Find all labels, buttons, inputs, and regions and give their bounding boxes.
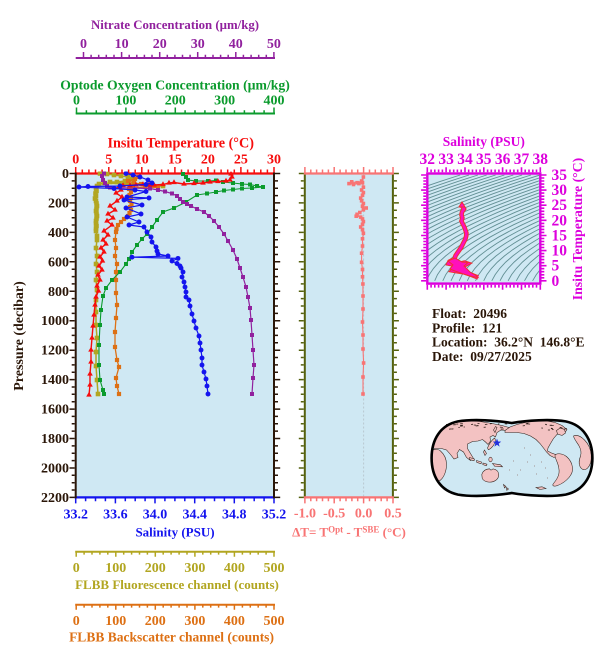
svg-text:Profile: 121: Profile: 121 (432, 320, 502, 335)
svg-text:15: 15 (552, 228, 568, 245)
svg-text:5: 5 (552, 258, 560, 275)
svg-text:34: 34 (457, 151, 473, 168)
svg-text:Pressure (decibar): Pressure (decibar) (12, 281, 27, 391)
svg-text:0: 0 (552, 273, 560, 290)
svg-text:33.2: 33.2 (63, 508, 88, 523)
svg-text:15: 15 (168, 153, 182, 168)
svg-text:36: 36 (495, 151, 511, 168)
svg-text:0: 0 (80, 37, 87, 52)
svg-text:0: 0 (73, 614, 80, 629)
svg-text:Insitu Temperature (°C): Insitu Temperature (°C) (107, 136, 254, 152)
svg-text:0: 0 (73, 94, 80, 109)
svg-text:34.8: 34.8 (222, 508, 247, 523)
svg-text:10: 10 (115, 37, 129, 52)
svg-text:-1.0: -1.0 (294, 507, 316, 522)
svg-text:200: 200 (165, 94, 186, 109)
svg-text:200: 200 (145, 561, 166, 576)
svg-text:400: 400 (224, 561, 245, 576)
svg-text:500: 500 (264, 561, 285, 576)
svg-text:400: 400 (48, 226, 69, 241)
svg-text:25: 25 (552, 197, 568, 214)
svg-text:1600: 1600 (41, 403, 69, 418)
svg-text:200: 200 (48, 196, 69, 211)
svg-text:20: 20 (201, 153, 215, 168)
svg-text:0.5: 0.5 (384, 507, 402, 522)
svg-text:100: 100 (105, 561, 126, 576)
svg-text:1200: 1200 (41, 344, 69, 359)
svg-text:Insitu Temperature (°C): Insitu Temperature (°C) (570, 158, 586, 300)
svg-text:34.0: 34.0 (143, 508, 168, 523)
svg-text:0: 0 (62, 167, 69, 182)
svg-text:33.6: 33.6 (103, 508, 128, 523)
svg-text:500: 500 (264, 614, 285, 629)
svg-text:30: 30 (267, 153, 281, 168)
svg-text:10: 10 (552, 243, 568, 260)
svg-text:-0.5: -0.5 (323, 507, 345, 522)
svg-text:35: 35 (476, 151, 492, 168)
svg-text:35: 35 (552, 167, 568, 184)
svg-text:30: 30 (191, 37, 205, 52)
svg-text:0: 0 (73, 561, 80, 576)
svg-text:Location: 36.2°N 146.8°E: Location: 36.2°N 146.8°E (432, 335, 585, 350)
svg-text:100: 100 (105, 614, 126, 629)
svg-text:Date: 09/27/2025: Date: 09/27/2025 (432, 349, 532, 364)
svg-text:34.4: 34.4 (182, 508, 207, 523)
svg-text:37: 37 (514, 151, 530, 168)
svg-text:2000: 2000 (41, 462, 69, 477)
svg-text:32: 32 (420, 151, 436, 168)
svg-text:0.0: 0.0 (355, 507, 373, 522)
svg-text:Optode Oxygen Concentration (µ: Optode Oxygen Concentration (µm/kg) (60, 78, 290, 94)
svg-text:Salinity (PSU): Salinity (PSU) (135, 525, 214, 540)
svg-text:100: 100 (115, 94, 136, 109)
svg-text:Nitrate Concentration (µm/kg): Nitrate Concentration (µm/kg) (91, 18, 259, 32)
svg-text:200: 200 (145, 614, 166, 629)
svg-text:Float: 20496: Float: 20496 (432, 306, 507, 321)
svg-text:FLBB Backscatter channel (coun: FLBB Backscatter channel (counts) (69, 630, 274, 645)
svg-text:FLBB Fluorescence channel (cou: FLBB Fluorescence channel (counts) (75, 577, 279, 592)
svg-text:2200: 2200 (41, 491, 69, 506)
svg-text:400: 400 (264, 94, 285, 109)
svg-text:10: 10 (135, 153, 149, 168)
svg-text:ΔT= TOpt - TSBE (°C): ΔT= TOpt - TSBE (°C) (292, 525, 406, 540)
svg-text:38: 38 (533, 151, 549, 168)
svg-text:50: 50 (267, 37, 281, 52)
svg-text:300: 300 (214, 94, 235, 109)
svg-text:40: 40 (229, 37, 243, 52)
svg-text:1400: 1400 (41, 373, 69, 388)
svg-text:300: 300 (184, 614, 205, 629)
svg-text:Salinity (PSU): Salinity (PSU) (443, 134, 525, 149)
svg-text:35.2: 35.2 (262, 508, 287, 523)
svg-text:25: 25 (234, 153, 248, 168)
svg-text:5: 5 (105, 153, 112, 168)
svg-text:300: 300 (184, 561, 205, 576)
svg-text:20: 20 (153, 37, 167, 52)
svg-text:30: 30 (552, 182, 568, 199)
svg-text:33: 33 (438, 151, 454, 168)
svg-text:800: 800 (48, 285, 69, 300)
svg-text:1000: 1000 (41, 314, 69, 329)
svg-text:400: 400 (224, 614, 245, 629)
svg-text:600: 600 (48, 255, 69, 270)
svg-text:0: 0 (72, 153, 79, 168)
svg-text:1800: 1800 (41, 432, 69, 447)
svg-text:20: 20 (552, 212, 568, 229)
